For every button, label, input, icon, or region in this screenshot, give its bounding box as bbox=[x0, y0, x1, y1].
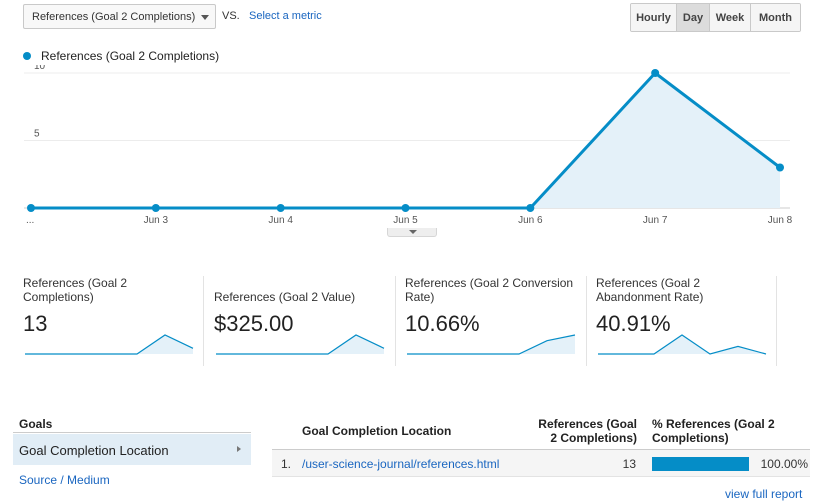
vs-label: VS. bbox=[222, 10, 240, 22]
scorecard-divider bbox=[203, 276, 204, 366]
data-point bbox=[651, 69, 660, 77]
row-location-link[interactable]: /user-science-journal/references.html bbox=[302, 457, 500, 471]
divider bbox=[272, 449, 810, 450]
period-month-button[interactable]: Month bbox=[751, 4, 800, 31]
scorecard-value: 40.91% bbox=[596, 311, 671, 336]
view-full-report-link[interactable]: view full report bbox=[725, 487, 803, 501]
data-point bbox=[776, 163, 784, 172]
scorecard-divider bbox=[776, 276, 777, 366]
data-point bbox=[27, 204, 35, 212]
sparkline bbox=[25, 334, 194, 355]
chevron-down-icon bbox=[409, 230, 417, 234]
sparkline-line bbox=[407, 334, 576, 355]
scorecard-label: References (Goal 2 Conversion Rate) bbox=[405, 276, 574, 304]
scorecard-divider bbox=[395, 276, 396, 366]
sparkline bbox=[598, 334, 767, 355]
x-tick-label: Jun 8 bbox=[768, 215, 793, 226]
scorecard-label: References (Goal 2 Abandonment Rate) bbox=[596, 276, 704, 304]
period-week-button[interactable]: Week bbox=[710, 4, 751, 31]
y-tick-label: 5 bbox=[34, 129, 40, 140]
data-point bbox=[526, 204, 535, 212]
row-number: 1. bbox=[281, 457, 292, 471]
chart-legend: References (Goal 2 Completions) bbox=[23, 49, 219, 63]
series-area bbox=[31, 73, 780, 208]
sparkline bbox=[407, 334, 576, 355]
data-point bbox=[401, 204, 410, 212]
scorecard-value: 13 bbox=[23, 311, 48, 336]
x-tick-label: Jun 3 bbox=[144, 215, 169, 226]
divider bbox=[13, 432, 251, 433]
x-tick-label: Jun 5 bbox=[393, 215, 418, 226]
line-chart: 10 5... Jun 3 Jun 4 Jun 5 Jun 6 Jun 7 Jun 8 bbox=[24, 65, 793, 226]
chart-collapse-tab[interactable] bbox=[387, 228, 437, 237]
select-metric-link[interactable]: Select a metric bbox=[249, 10, 322, 22]
y-tick-label: 10 bbox=[34, 65, 46, 72]
scorecard-divider bbox=[586, 276, 587, 366]
sparkline-area bbox=[216, 335, 384, 354]
sparkline bbox=[216, 334, 385, 355]
x-tick-label: Jun 4 bbox=[268, 215, 293, 226]
scorecard-label: References (Goal 2 Value) bbox=[214, 290, 356, 304]
x-tick-label: Jun 6 bbox=[518, 215, 543, 226]
legend-dot-icon bbox=[23, 52, 31, 60]
row-percent: 100.00% bbox=[760, 457, 808, 471]
scorecard-value: $325.00 bbox=[214, 311, 294, 336]
period-day-button[interactable]: Day bbox=[677, 4, 710, 31]
sparkline-line bbox=[598, 334, 767, 355]
metric-select[interactable]: References (Goal 2 Completions) bbox=[23, 4, 216, 29]
chevron-down-icon bbox=[201, 15, 209, 20]
goals-item-label: Goal Completion Location bbox=[19, 443, 169, 458]
row-percent-bar bbox=[652, 457, 749, 471]
period-hourly-button[interactable]: Hourly bbox=[631, 4, 677, 31]
sparkline-area bbox=[25, 335, 193, 354]
data-point bbox=[276, 204, 285, 212]
goals-header: Goals bbox=[19, 417, 53, 431]
metric-select-label: References (Goal 2 Completions) bbox=[32, 11, 196, 23]
row-value: 13 bbox=[622, 457, 636, 471]
column-header-location: Goal Completion Location bbox=[302, 424, 452, 438]
chevron-right-icon bbox=[237, 446, 241, 452]
sparkline-line bbox=[25, 334, 194, 355]
goals-item-source-medium[interactable]: Source / Medium bbox=[19, 473, 110, 487]
scorecard-label: References (Goal 2 Completions) bbox=[23, 276, 128, 304]
column-header-completions: References (Goal 2 Completions) bbox=[538, 417, 637, 445]
sparkline-area bbox=[598, 335, 766, 354]
legend-series-label: References (Goal 2 Completions) bbox=[41, 49, 220, 63]
x-tick-label: ... bbox=[26, 215, 34, 226]
sparkline-area bbox=[407, 335, 575, 354]
goals-item-goal-completion-location[interactable]: Goal Completion Location bbox=[13, 434, 251, 465]
column-header-percent: % References (Goal 2 Completions) bbox=[652, 417, 775, 445]
period-toggle-group: Hourly Day Week Month bbox=[630, 3, 801, 32]
scorecard-value: 10.66% bbox=[405, 311, 480, 336]
data-point bbox=[151, 204, 160, 212]
sparkline-line bbox=[216, 334, 385, 355]
x-tick-label: Jun 7 bbox=[643, 215, 668, 226]
